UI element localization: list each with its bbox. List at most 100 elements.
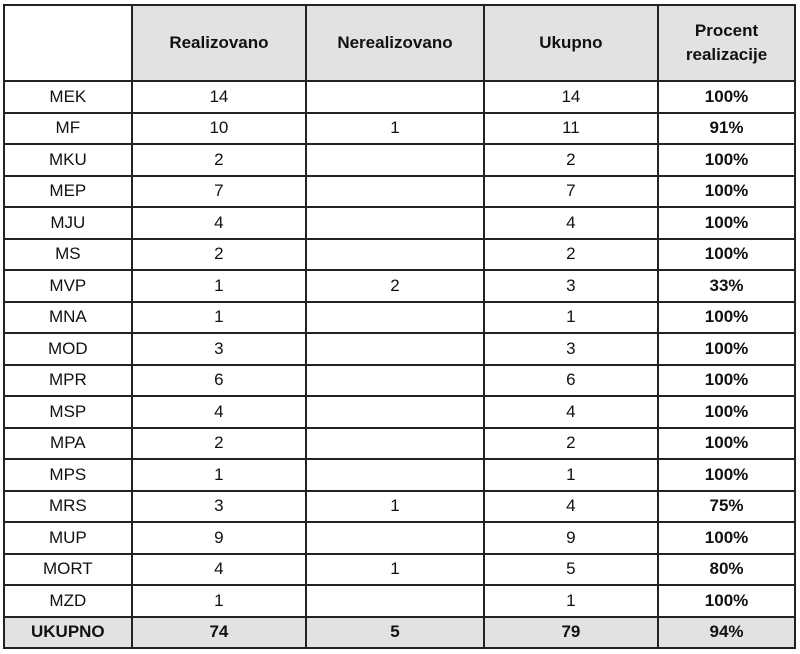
procent-cell: 33% [657,269,796,303]
nerealizovano-cell [305,80,485,114]
nerealizovano-cell [305,363,485,397]
procent-cell: 100% [657,584,796,618]
table-row: MVP 1 2 3 33% [3,269,796,303]
table-row: MRS 3 1 4 75% [3,489,796,523]
realizovano-cell: 10 [130,111,308,145]
procent-cell: 100% [657,426,796,460]
table-row: MEP 7 7 100% [3,174,796,208]
ukupno-cell: 5 [482,552,660,586]
nerealizovano-cell [305,300,485,334]
procent-cell: 100% [657,300,796,334]
realizovano-cell: 3 [130,489,308,523]
realizovano-cell: 4 [130,206,308,240]
realizovano-cell: 1 [130,269,308,303]
procent-cell: 100% [657,458,796,492]
realizovano-cell: 14 [130,80,308,114]
procent-cell: 100% [657,206,796,240]
table-row: MSP 4 4 100% [3,395,796,429]
header-ukupno: Ukupno [482,4,660,82]
nerealizovano-cell: 2 [305,269,485,303]
table-row: MJU 4 4 100% [3,206,796,240]
procent-cell: 100% [657,332,796,366]
ukupno-cell: 7 [482,174,660,208]
ministry-cell: MPR [3,363,133,397]
procent-cell: 75% [657,489,796,523]
procent-cell: 94% [657,615,796,649]
ministry-cell: MF [3,111,133,145]
nerealizovano-cell: 5 [305,615,485,649]
ministry-cell: MPA [3,426,133,460]
realizovano-cell: 4 [130,552,308,586]
ukupno-cell: 4 [482,395,660,429]
ukupno-cell: 1 [482,458,660,492]
nerealizovano-cell [305,206,485,240]
table-row: MPA 2 2 100% [3,426,796,460]
procent-cell: 100% [657,395,796,429]
header-realizovano: Realizovano [130,4,308,82]
realizovano-cell: 6 [130,363,308,397]
ukupno-cell: 1 [482,300,660,334]
table-row: MEK 14 14 100% [3,80,796,114]
realization-table: Realizovano Nerealizovano Ukupno Procent… [3,4,796,649]
ukupno-cell: 3 [482,269,660,303]
ministry-cell: MRS [3,489,133,523]
nerealizovano-cell [305,426,485,460]
nerealizovano-cell: 1 [305,552,485,586]
ministry-cell: MEK [3,80,133,114]
realizovano-cell: 2 [130,143,308,177]
procent-cell: 100% [657,143,796,177]
ukupno-cell: 2 [482,237,660,271]
table-row: MPR 6 6 100% [3,363,796,397]
ministry-cell: MJU [3,206,133,240]
nerealizovano-cell [305,174,485,208]
nerealizovano-cell [305,458,485,492]
ukupno-cell: 14 [482,80,660,114]
header-nerealizovano: Nerealizovano [305,4,485,82]
ukupno-cell: 11 [482,111,660,145]
table-row: MORT 4 1 5 80% [3,552,796,586]
ukupno-cell: 3 [482,332,660,366]
ministry-cell: MKU [3,143,133,177]
realizovano-cell: 4 [130,395,308,429]
nerealizovano-cell [305,584,485,618]
table-row: MKU 2 2 100% [3,143,796,177]
ukupno-cell: 1 [482,584,660,618]
ukupno-cell: 79 [482,615,660,649]
ukupno-cell: 9 [482,521,660,555]
realizovano-cell: 9 [130,521,308,555]
ministry-cell: MOD [3,332,133,366]
nerealizovano-cell [305,237,485,271]
ministry-cell: MPS [3,458,133,492]
procent-cell: 100% [657,237,796,271]
ministry-cell: MZD [3,584,133,618]
table-row: MOD 3 3 100% [3,332,796,366]
table-row: MS 2 2 100% [3,237,796,271]
realizovano-cell: 2 [130,426,308,460]
nerealizovano-cell [305,521,485,555]
realizovano-cell: 7 [130,174,308,208]
nerealizovano-cell [305,143,485,177]
table-row: MNA 1 1 100% [3,300,796,334]
procent-cell: 91% [657,111,796,145]
ministry-cell: MORT [3,552,133,586]
ministry-cell: MNA [3,300,133,334]
ukupno-cell: 4 [482,206,660,240]
ukupno-cell: 2 [482,143,660,177]
procent-cell: 100% [657,363,796,397]
ukupno-cell: 4 [482,489,660,523]
procent-cell: 80% [657,552,796,586]
procent-cell: 100% [657,521,796,555]
ukupno-cell: 2 [482,426,660,460]
procent-cell: 100% [657,80,796,114]
realizovano-cell: 1 [130,584,308,618]
nerealizovano-cell [305,332,485,366]
header-row: Realizovano Nerealizovano Ukupno Procent… [3,4,796,82]
realizovano-cell: 1 [130,300,308,334]
realizovano-cell: 3 [130,332,308,366]
ministry-cell: MVP [3,269,133,303]
table-row: MPS 1 1 100% [3,458,796,492]
realizovano-cell: 2 [130,237,308,271]
total-row: UKUPNO 74 5 79 94% [3,615,796,649]
procent-cell: 100% [657,174,796,208]
ministry-cell: MS [3,237,133,271]
